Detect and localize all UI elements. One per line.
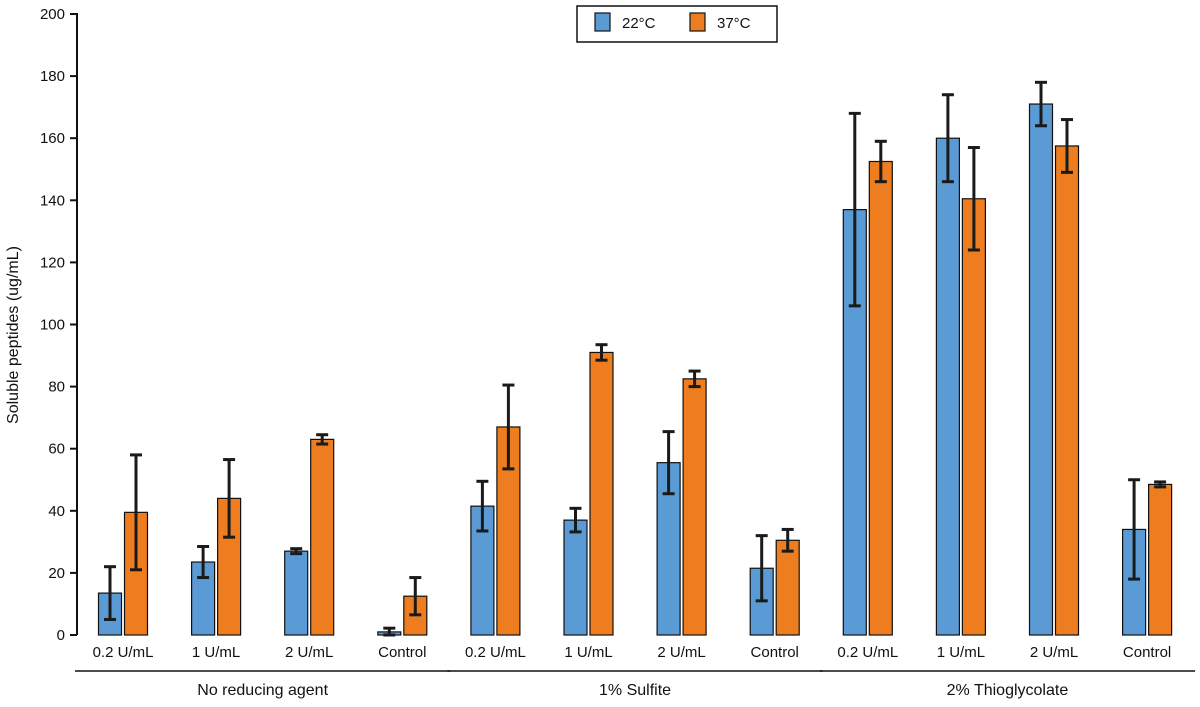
y-tick-label-200: 200 (40, 6, 65, 23)
bar-g2-c1-s0 (935, 137, 961, 636)
bar-g2-c1-s1 (961, 198, 987, 636)
bar-g2-c2-s1 (1054, 145, 1080, 636)
bar-g1-c2-s1 (682, 378, 707, 636)
legend-label-37c: 37°C (717, 15, 751, 32)
bar-g2-c0-s1 (868, 160, 893, 636)
x-label-g0-c3: Control (378, 644, 426, 661)
y-tick-label-140: 140 (40, 192, 65, 209)
y-axis: 0 20 40 60 80 100 120 140 160 180 200 (40, 6, 78, 644)
x-label-g1-c0: 0.2 U/mL (465, 644, 526, 661)
x-label-g2-c2: 2 U/mL (1030, 644, 1078, 661)
y-axis-title: Soluble peptides (ug/mL) (5, 246, 22, 424)
bar-g0-c2-s1 (310, 438, 335, 636)
group-labels: No reducing agent 1% Sulfite 2% Thioglycol… (75, 670, 1196, 699)
y-tick-label-20: 20 (48, 565, 65, 582)
x-label-g1-c2: 2 U/mL (657, 644, 705, 661)
x-label-g2-c3: Control (1123, 644, 1171, 661)
y-tick-label-120: 120 (40, 254, 65, 271)
y-tick-label-160: 160 (40, 130, 65, 147)
x-label-g2-c0: 0.2 U/mL (837, 644, 898, 661)
y-tick-label-100: 100 (40, 317, 65, 334)
legend-label-22c: 22°C (622, 15, 656, 32)
group-label-2: 2% Thioglycolate (947, 682, 1069, 699)
bar-g2-c3-s1 (1147, 483, 1173, 636)
bar-g2-c2-s0 (1028, 103, 1054, 636)
y-tick-label-80: 80 (48, 379, 65, 396)
x-axis-labels: 0.2 U/mL 1 U/mL 2 U/mL Control 0.2 U/mL 1 U/m… (93, 644, 1172, 661)
error-bars (104, 80, 1167, 637)
x-label-g2-c1: 1 U/mL (937, 644, 985, 661)
x-label-g1-c3: Control (751, 644, 799, 661)
bar-g1-c1-s0 (563, 519, 588, 636)
legend: 22°C 37°C (576, 5, 778, 43)
y-tick-label-40: 40 (48, 503, 65, 520)
y-tick-label-180: 180 (40, 68, 65, 85)
group-label-0: No reducing agent (197, 682, 328, 699)
bars (97, 103, 1173, 636)
bar-g1-c1-s1 (589, 351, 614, 636)
x-label-g0-c1: 1 U/mL (192, 644, 240, 661)
x-label-g1-c1: 1 U/mL (564, 644, 612, 661)
legend-swatch-37c (689, 12, 706, 32)
x-label-g0-c2: 2 U/mL (285, 644, 333, 661)
group-label-1: 1% Sulfite (599, 682, 671, 699)
bar-g1-c3-s1 (775, 539, 800, 636)
y-tick-label-60: 60 (48, 441, 65, 458)
bar-g0-c2-s0 (284, 550, 309, 636)
y-tick-label-0: 0 (57, 627, 65, 644)
x-label-g0-c0: 0.2 U/mL (93, 644, 154, 661)
legend-swatch-22c (594, 12, 611, 32)
